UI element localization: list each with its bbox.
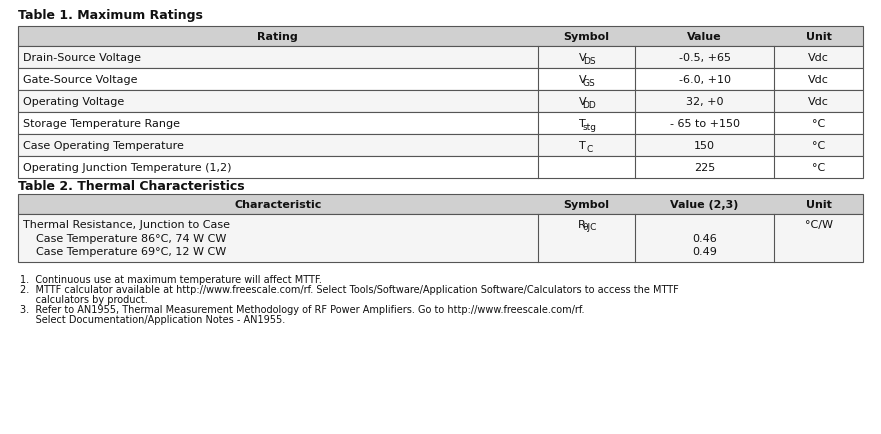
Text: Unit: Unit (806, 32, 832, 42)
Text: °C: °C (812, 141, 825, 151)
Text: Vdc: Vdc (808, 97, 829, 107)
Text: 32, +0: 32, +0 (685, 97, 723, 107)
Text: V: V (579, 97, 586, 107)
Text: °C: °C (812, 119, 825, 129)
FancyBboxPatch shape (18, 27, 863, 47)
Text: Case Temperature 69°C, 12 W CW: Case Temperature 69°C, 12 W CW (36, 247, 226, 256)
Text: 0.49: 0.49 (692, 247, 717, 256)
Text: Value: Value (687, 32, 722, 42)
FancyBboxPatch shape (18, 91, 863, 113)
Text: T: T (579, 141, 586, 151)
FancyBboxPatch shape (18, 157, 863, 178)
Text: 150: 150 (694, 141, 715, 151)
FancyBboxPatch shape (18, 69, 863, 91)
Text: Symbol: Symbol (563, 200, 610, 210)
Text: Case Temperature 86°C, 74 W CW: Case Temperature 86°C, 74 W CW (36, 233, 226, 243)
Text: °C/W: °C/W (804, 220, 833, 230)
Text: Table 1. Maximum Ratings: Table 1. Maximum Ratings (18, 9, 203, 21)
Text: R: R (577, 220, 585, 230)
Text: Unit: Unit (806, 200, 832, 210)
Text: C: C (586, 144, 592, 153)
Text: V: V (579, 53, 586, 63)
FancyBboxPatch shape (18, 47, 863, 69)
Text: - 65 to +150: - 65 to +150 (670, 119, 739, 129)
Text: θJC: θJC (582, 223, 596, 232)
Text: Vdc: Vdc (808, 53, 829, 63)
Text: DS: DS (583, 56, 596, 66)
Text: Case Operating Temperature: Case Operating Temperature (23, 141, 184, 151)
Text: Select Documentation/Application Notes - AN1955.: Select Documentation/Application Notes -… (20, 314, 285, 324)
FancyBboxPatch shape (18, 135, 863, 157)
Text: stg: stg (582, 122, 596, 131)
FancyBboxPatch shape (18, 214, 863, 263)
Text: -0.5, +65: -0.5, +65 (678, 53, 730, 63)
FancyBboxPatch shape (18, 113, 863, 135)
Text: Value (2,3): Value (2,3) (670, 200, 739, 210)
Text: 225: 225 (694, 163, 715, 173)
Text: calculators by product.: calculators by product. (20, 294, 148, 304)
Text: °C: °C (812, 163, 825, 173)
Text: GS: GS (583, 78, 596, 87)
Text: Symbol: Symbol (563, 32, 610, 42)
Text: Operating Voltage: Operating Voltage (23, 97, 124, 107)
Text: Table 2. Thermal Characteristics: Table 2. Thermal Characteristics (18, 180, 245, 193)
Text: Vdc: Vdc (808, 75, 829, 85)
Text: Gate-Source Voltage: Gate-Source Voltage (23, 75, 137, 85)
Text: DD: DD (582, 100, 596, 109)
Text: Drain-Source Voltage: Drain-Source Voltage (23, 53, 141, 63)
Text: Rating: Rating (257, 32, 298, 42)
FancyBboxPatch shape (18, 194, 863, 214)
Text: 3.  Refer to AN1955, Thermal Measurement Methodology of RF Power Amplifiers. Go : 3. Refer to AN1955, Thermal Measurement … (20, 304, 584, 314)
Text: Operating Junction Temperature (1,2): Operating Junction Temperature (1,2) (23, 163, 232, 173)
Text: Storage Temperature Range: Storage Temperature Range (23, 119, 180, 129)
Text: V: V (579, 75, 586, 85)
Text: T: T (579, 119, 586, 129)
Text: -6.0, +10: -6.0, +10 (678, 75, 730, 85)
Text: Thermal Resistance, Junction to Case: Thermal Resistance, Junction to Case (23, 220, 230, 230)
Text: 0.46: 0.46 (692, 233, 717, 243)
Text: 1.  Continuous use at maximum temperature will affect MTTF.: 1. Continuous use at maximum temperature… (20, 274, 322, 284)
Text: Characteristic: Characteristic (234, 200, 322, 210)
Text: 2.  MTTF calculator available at http://www.freescale.com/rf. Select Tools/Softw: 2. MTTF calculator available at http://w… (20, 284, 678, 294)
